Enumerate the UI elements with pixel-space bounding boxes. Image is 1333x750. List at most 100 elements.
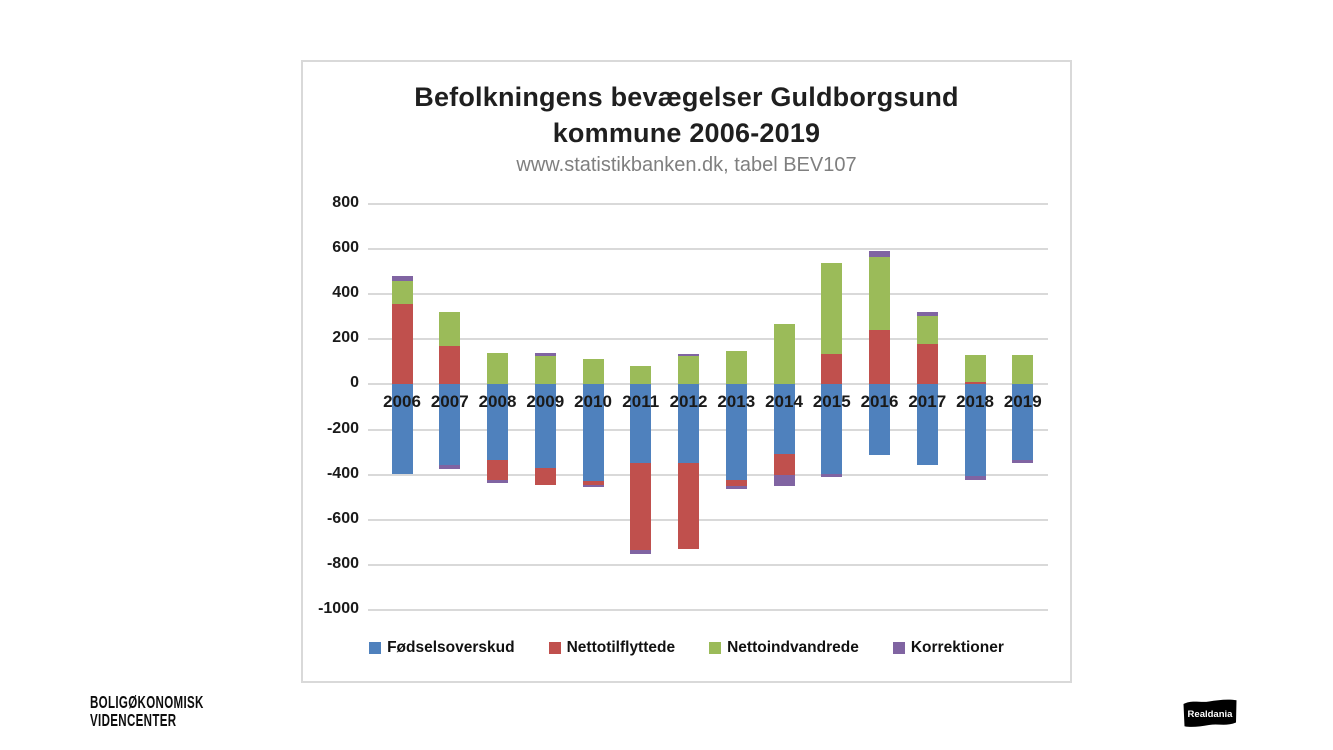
bar-segment (630, 384, 652, 464)
bar-segment (391, 280, 413, 305)
bar-segment (487, 480, 508, 483)
bar-segment (869, 257, 890, 331)
bar-segment (391, 384, 413, 474)
y-axis-tick-label: 800 (332, 194, 359, 211)
bar-segment (439, 346, 461, 385)
bar-segment (1012, 460, 1034, 464)
x-axis-tick-label: 2014 (765, 392, 803, 412)
boligokonomisk-videncenter-logo: BOLIGØKONOMISK VIDENCENTER (90, 693, 204, 729)
chart-subtitle: www.statistikbanken.dk, tabel BEV107 (516, 154, 857, 176)
bar-segment (773, 454, 795, 475)
legend-item: Korrektioner (892, 639, 1004, 657)
bar-segment (964, 382, 986, 385)
bar-segment (916, 312, 938, 316)
bar-segment (869, 251, 890, 257)
bar-segment (582, 484, 604, 488)
bar-segment (487, 352, 508, 385)
gridline (368, 293, 1048, 296)
gridline (368, 609, 1048, 611)
x-axis-tick-label: 2013 (717, 392, 756, 412)
x-axis-tick-label: 2011 (622, 392, 660, 412)
bar-segment (391, 276, 413, 281)
realdania-logo-text: Realdania (1188, 709, 1234, 720)
bar-segment (964, 384, 986, 476)
bar-segment (821, 353, 843, 385)
gridline (368, 338, 1048, 341)
bar-segment (487, 460, 508, 481)
y-axis-tick-label: 400 (332, 284, 359, 302)
bar-segment (487, 384, 508, 460)
y-axis-tick-label: 200 (332, 329, 359, 347)
legend-label: Korrektioner (910, 639, 1004, 656)
realdania-logo: Realdania (1182, 698, 1238, 729)
bar-segment (439, 384, 461, 465)
bar-segment (534, 356, 556, 385)
realdania-flag-icon: Realdania (1183, 699, 1237, 727)
chart-container: Befolkningens bevægelser Guldborgsund ko… (301, 60, 1072, 683)
chart-title-line2: kommune 2006-2019 (552, 118, 821, 148)
bar-segment (725, 480, 747, 486)
x-axis-tick-label: 2012 (669, 392, 708, 412)
y-axis-tick-label: 600 (332, 239, 359, 257)
legend-swatch-icon (369, 642, 382, 654)
boligokonomisk-logo-line2: VIDENCENTER (90, 710, 177, 730)
bar-segment (916, 384, 938, 465)
bar-segment (821, 384, 843, 474)
chart-legend: Fødselsoverskud Nettotilflyttede Nettoindv… (303, 639, 1070, 657)
bar-segment (678, 384, 699, 464)
x-axis-tick-label: 2009 (526, 392, 565, 412)
bar-segment (534, 467, 556, 485)
bar-segment (821, 262, 843, 354)
bar-segment (439, 312, 461, 347)
bar-segment (773, 474, 795, 486)
x-axis-tick-label: 2010 (574, 392, 612, 412)
bar-segment (630, 550, 652, 554)
chart-title: Befolkningens bevægelser Guldborgsund ko… (303, 79, 1070, 151)
bar-segment (725, 384, 747, 481)
legend-item: Nettotilflyttede (548, 639, 676, 657)
x-axis-tick-label: 2017 (908, 392, 947, 412)
gridline (368, 563, 1048, 566)
bar-segment (630, 463, 652, 551)
y-axis-tick-label: -400 (326, 464, 359, 482)
legend-label: Nettoindvandrede (727, 639, 859, 656)
bar-segment (916, 315, 938, 344)
gridline (368, 473, 1048, 476)
bar-segment (821, 473, 843, 477)
boligokonomisk-logo-line1: BOLIGØKONOMISK (90, 692, 204, 712)
x-axis-tick-label: 2019 (1003, 392, 1042, 412)
bar-segment (534, 384, 556, 468)
bar-segment (678, 463, 699, 550)
bar-segment (1012, 355, 1034, 385)
plot-area: 800 600 400 200 0 -200 -400 -600 -800 -1000 2006 20… (318, 194, 1048, 617)
gridline (368, 248, 1048, 251)
legend-label: Nettotilflyttede (566, 639, 676, 656)
bar-segment (630, 366, 652, 385)
bar-segment (582, 481, 604, 485)
bar-segment (678, 356, 699, 385)
bar-segment (582, 358, 604, 385)
y-axis-tick-label: -800 (326, 554, 359, 572)
legend-swatch-icon (548, 642, 561, 654)
gridline (368, 383, 1048, 386)
bar-segment (725, 485, 747, 490)
y-axis-tick-label: 0 (350, 374, 359, 392)
bar-segment (391, 304, 413, 385)
bar-segment (916, 343, 938, 385)
bar-segment (869, 330, 890, 385)
bar-segment (582, 384, 604, 482)
legend-swatch-icon (709, 642, 722, 654)
gridline (368, 518, 1048, 521)
x-axis-tick-label: 2015 (812, 392, 851, 412)
bar-segment (534, 352, 556, 357)
bar-segment (773, 323, 795, 385)
bar-segment (678, 353, 699, 357)
x-axis-tick-label: 2007 (430, 392, 469, 412)
x-axis-tick-label: 2008 (478, 392, 517, 412)
bar-segment (869, 384, 890, 456)
bar-segment (773, 384, 795, 455)
x-axis-tick-label: 2018 (956, 392, 994, 412)
x-axis-tick-label: 2006 (383, 392, 421, 412)
bar-segment (1012, 384, 1034, 460)
